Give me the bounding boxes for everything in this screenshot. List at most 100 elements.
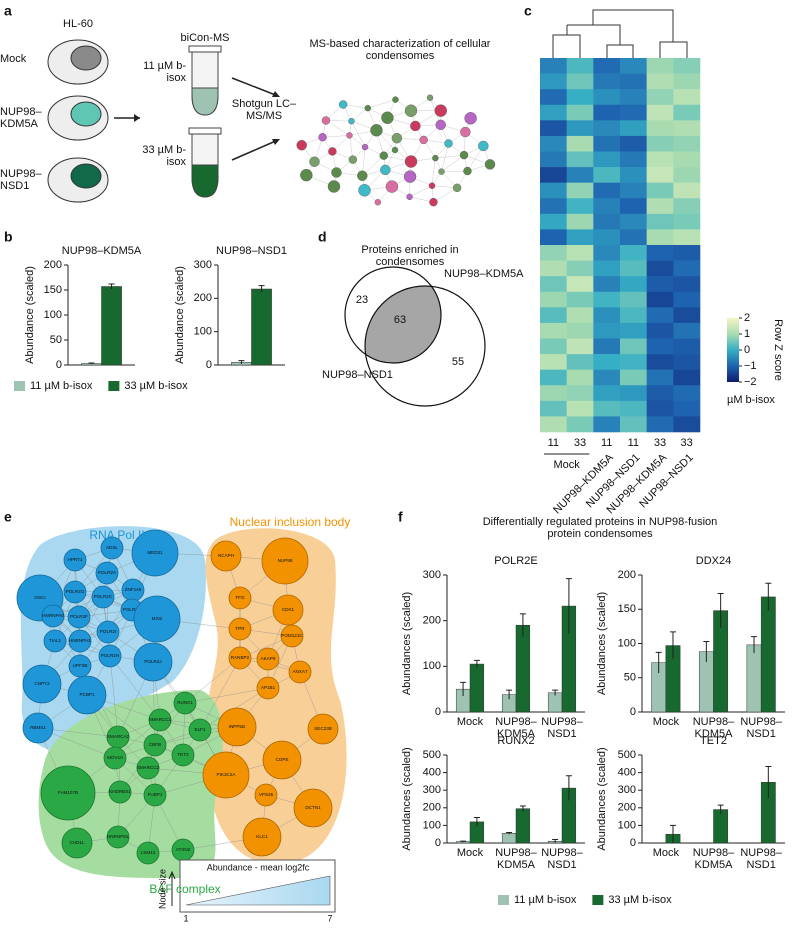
axis-arrow	[168, 870, 176, 906]
heatmap-cell	[620, 120, 647, 137]
heatmap-cell	[593, 400, 621, 417]
nucleus	[70, 163, 102, 189]
panel-title-box: Differentially regulated proteins in NUP…	[482, 516, 718, 540]
heatmap-cell	[593, 276, 621, 293]
colorbar-tick-label: 1	[744, 328, 750, 340]
error-bar	[506, 689, 513, 700]
heatmap-cell	[540, 58, 567, 74]
cluster-label: Nuclear inclusion body	[230, 515, 351, 529]
network-node	[288, 660, 312, 684]
network-node	[41, 604, 65, 628]
decor-edge	[441, 143, 449, 172]
network-node	[131, 529, 179, 577]
heatmap-cell	[566, 58, 594, 74]
heatmap-cell	[566, 73, 594, 90]
colorbar-tick-label: −1	[744, 360, 757, 372]
heatmap-cell	[540, 135, 567, 152]
y-tick-label: 200	[618, 802, 636, 814]
error-bar	[717, 804, 724, 814]
network-node	[22, 664, 62, 704]
x-tick-label-box: NUP98–NSD1	[541, 716, 583, 740]
venn-title-box: Proteins enriched in condensomes	[361, 244, 458, 268]
heatmap-cell	[566, 276, 594, 293]
node-label: AP1B1	[261, 685, 276, 690]
network-edge	[184, 687, 269, 704]
venn-count: 63	[394, 314, 406, 326]
legend-label: 33 µM b-isox	[124, 380, 188, 392]
decor-edge	[351, 108, 368, 122]
heatmap-cell	[646, 120, 674, 137]
y-tick-label: 50	[50, 334, 62, 346]
y-tick-label: 200	[618, 569, 636, 581]
venn-set-label: NUP98–NSD1	[322, 369, 393, 381]
x-tick-label-box: NUP98–NSD1	[541, 847, 583, 871]
heatmap-cell	[566, 369, 594, 386]
chart-title: POLR2E	[494, 555, 537, 567]
decor-node	[381, 111, 394, 124]
colorbar-tick-label: 0	[744, 344, 750, 356]
heatmap-cell	[646, 260, 674, 277]
node-label: DCTN1	[305, 805, 321, 810]
node-label: RBMS1	[30, 725, 46, 730]
x-tick-label: NUP98–KDM5A	[692, 716, 735, 740]
legend-swatch	[14, 381, 25, 391]
heatmap-cell	[566, 354, 594, 370]
heatmap-cell	[673, 291, 701, 308]
arrowhead	[272, 91, 280, 145]
heatmap-cell	[646, 167, 674, 183]
heatmap-cell	[620, 182, 647, 199]
heatmap-cell	[673, 151, 701, 168]
venn-count: 55	[452, 356, 464, 368]
heatmap-cell	[646, 182, 674, 199]
error-bar	[565, 775, 572, 801]
tube-fraction	[191, 87, 219, 116]
decor-node	[391, 146, 399, 154]
network-node	[261, 537, 309, 585]
network-node	[100, 536, 124, 560]
y-axis-label: Abundances (scaled)	[401, 592, 413, 695]
y-axis-label: Abundances (scaled)	[401, 747, 413, 850]
heatmap-cell	[673, 135, 701, 152]
network-node	[293, 788, 333, 828]
network-node	[40, 765, 96, 821]
network-node	[262, 740, 302, 780]
panel-title: Differentially regulated proteins in NUP…	[482, 516, 718, 540]
heatmap-cell	[566, 135, 594, 152]
network-node	[91, 585, 115, 609]
venn-overlap	[365, 286, 441, 363]
bar	[760, 596, 776, 713]
heatmap-cell	[593, 291, 621, 308]
heatmap-cell	[566, 229, 594, 246]
heatmap-cell	[673, 400, 701, 417]
condition-label: NUP98–KDM5A	[0, 106, 42, 130]
network-node	[96, 620, 120, 644]
decor-edge	[433, 187, 458, 203]
colorbar-tick-label: −2	[744, 376, 757, 388]
y-tick-label: 500	[423, 749, 441, 761]
heatmap-cell	[566, 198, 594, 215]
heatmap-cell	[540, 291, 567, 308]
node-label: CDK1	[282, 607, 295, 612]
node-label: POLR2D	[123, 607, 142, 612]
arrowhead	[134, 114, 140, 122]
x-tick-label-box: NUP98–NSD1	[740, 847, 782, 871]
network-node	[136, 756, 160, 780]
decor-node	[391, 132, 403, 144]
decor-node	[364, 104, 371, 112]
size-legend-title: Abundance - mean log2fc	[207, 862, 310, 872]
node-label: UPF3B	[73, 663, 88, 668]
node-label: KLC1	[256, 834, 268, 839]
heatmap-cell	[646, 58, 674, 74]
bar	[515, 624, 531, 713]
node-label: HNRNPH1	[69, 638, 92, 643]
heatmap-cell	[540, 120, 567, 137]
heatmap-cell	[673, 198, 701, 215]
decor-edge	[431, 158, 436, 186]
network-node	[103, 746, 127, 770]
heatmap-cell	[673, 213, 701, 230]
heatmap-cell	[540, 385, 567, 402]
network-edge	[109, 655, 161, 721]
y-tick-label: 0	[630, 837, 636, 849]
bar	[469, 663, 485, 713]
node-label: POLR2I	[100, 629, 116, 634]
